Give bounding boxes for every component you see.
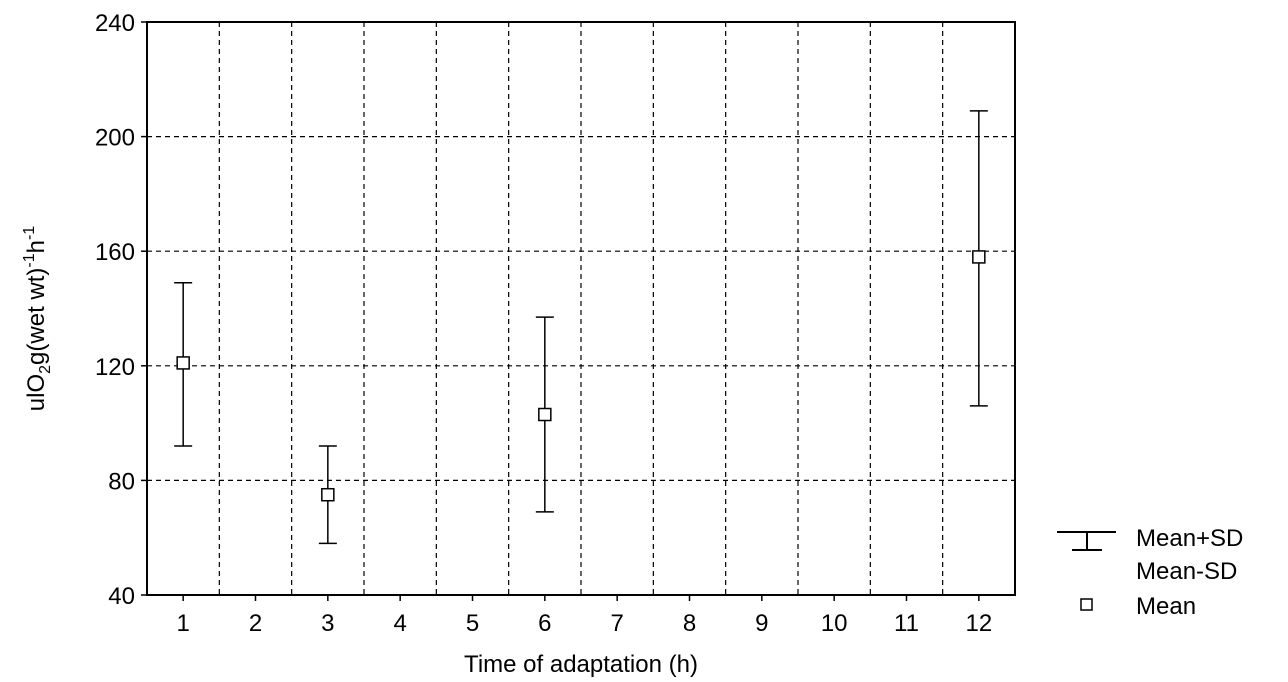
y-tick-label: 240 [95,10,135,37]
grid-lines [147,22,1015,595]
x-tick-label: 10 [821,610,848,637]
y-tick-label: 40 [108,583,135,610]
x-tick-label: 7 [610,610,623,637]
mean-markers [176,250,986,502]
x-tick-label: 4 [393,610,406,637]
legend-label-mean-plus-sd: Mean+SD [1136,525,1243,552]
legend: Mean+SD Mean-SD Mean [1057,525,1243,620]
x-tick-label: 2 [249,610,262,637]
x-axis-title: Time of adaptation (h) [464,651,698,678]
legend-mean-marker-icon [1080,598,1093,611]
x-tick-label: 9 [755,610,768,637]
x-tick-label: 12 [965,610,992,637]
legend-label-mean-minus-sd: Mean-SD [1136,558,1237,585]
legend-error-bar-symbol [1057,531,1116,551]
plot-area-frame [146,21,1016,596]
x-tick-label: 11 [894,610,919,637]
legend-label-mean: Mean [1136,593,1196,620]
mean-marker [538,407,552,422]
y-tick-label: 200 [95,125,135,152]
x-tick-label: 6 [538,610,551,637]
y-axis-ticks: 40 80 120 160 200 240 [95,10,147,610]
mean-marker [321,487,335,502]
x-tick-label: 5 [466,610,479,637]
y-tick-label: 80 [108,468,135,495]
y-tick-label: 120 [95,354,135,381]
y-axis-title: ulO2g(wet wt)-1h-1 [21,226,54,412]
x-tick-label: 8 [683,610,696,637]
y-tick-label: 160 [95,239,135,266]
x-tick-label: 3 [321,610,334,637]
mean-marker [972,250,986,264]
x-axis-ticks: 1 2 3 4 5 6 7 8 9 10 11 12 [176,595,992,637]
x-tick-label: 1 [176,610,189,637]
mean-marker [176,356,190,370]
